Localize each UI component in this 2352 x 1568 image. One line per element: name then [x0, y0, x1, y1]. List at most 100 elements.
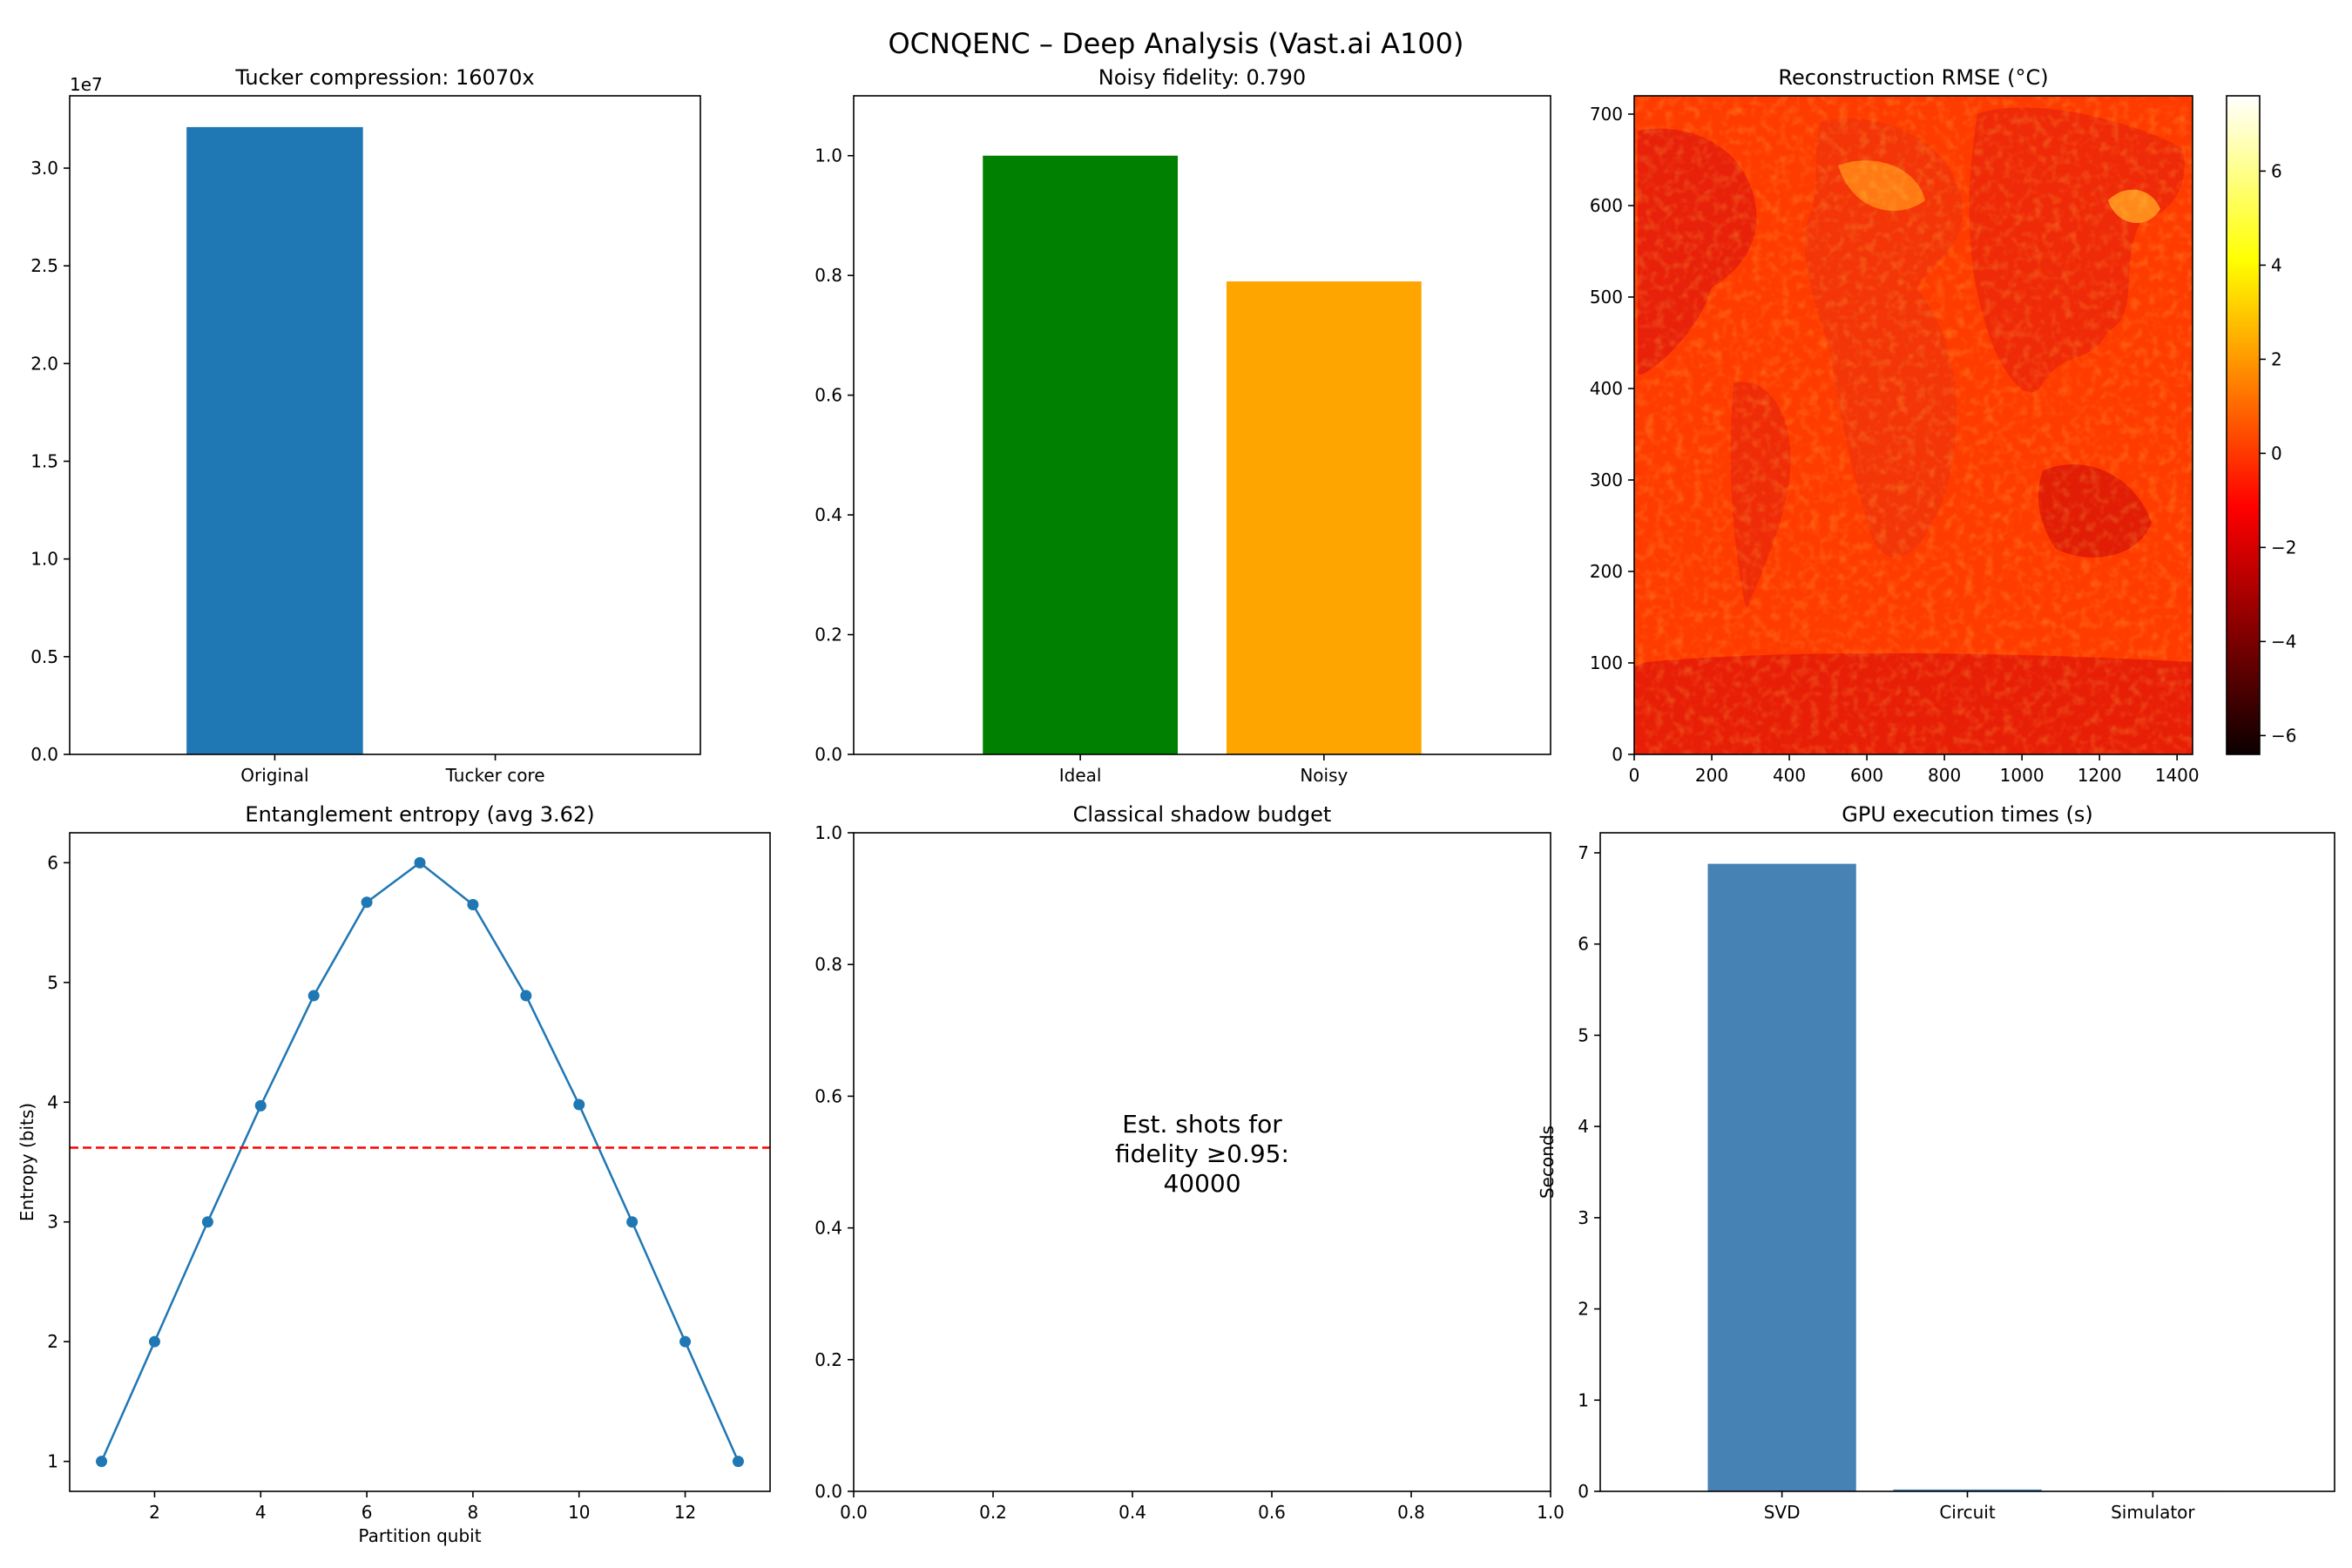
rmse-xtick-label: 1200 — [2078, 765, 2122, 786]
shadow-frame — [853, 832, 1551, 1492]
classical-shadow-budget-panel: Classical shadow budget 0.0 0.2 0.4 0.6 0.8 1.… — [814, 802, 1565, 1523]
heatmap-texture — [1634, 96, 2193, 754]
shadow-annotation-line: fidelity ≥0.95: — [1115, 1139, 1289, 1168]
entropy-point — [414, 856, 426, 868]
rmse-ytick-label: 100 — [1590, 652, 1623, 673]
rmse-ytick-label: 500 — [1590, 287, 1623, 308]
shadow-xtick-label: 0.2 — [979, 1502, 1007, 1523]
shadow-ytick-label: 0.4 — [814, 1218, 842, 1239]
shadow-xtick-label: 1.0 — [1537, 1502, 1565, 1523]
shadow-ytick-label: 1.0 — [814, 822, 842, 843]
fidelity-title: Noisy fidelity: 0.790 — [1098, 65, 1306, 90]
rmse-xtick-label: 1000 — [2000, 765, 2044, 786]
gpu-bar-circuit — [1893, 1489, 2042, 1491]
rmse-ytick-label: 0 — [1612, 744, 1623, 765]
fidelity-ytick-label: 0.4 — [814, 504, 842, 525]
gpu-ytick-label: 1 — [1578, 1389, 1589, 1410]
gpu-ytick-label: 3 — [1578, 1207, 1589, 1228]
entropy-point — [573, 1098, 585, 1111]
entropy-xtick-label: 10 — [568, 1502, 590, 1523]
entropy-xtick-label: 2 — [149, 1502, 160, 1523]
shadow-ytick-label: 0.8 — [814, 954, 842, 975]
shadow-ytick-label: 0.2 — [814, 1349, 842, 1370]
rmse-xtick-label: 600 — [1850, 765, 1883, 786]
rmse-ytick-label: 400 — [1590, 378, 1623, 399]
entropy-point — [626, 1216, 639, 1228]
gpu-bar-svd — [1707, 863, 1856, 1491]
entropy-xtick-label: 8 — [468, 1502, 479, 1523]
entanglement-entropy-chart: Entanglement entropy (avg 3.62)2 4 6 8 10 121… — [17, 802, 771, 1546]
gpu-xtick-label: Circuit — [1939, 1502, 1996, 1523]
entropy-ytick-label: 2 — [47, 1331, 58, 1352]
entropy-point — [308, 990, 320, 1002]
rmse-xtick-label: 0 — [1629, 765, 1640, 786]
tucker-ytick-label: 1.5 — [30, 451, 58, 472]
shadow-title: Classical shadow budget — [1073, 802, 1332, 827]
entropy-ytick-label: 3 — [47, 1212, 58, 1233]
entropy-ytick-label: 5 — [47, 972, 58, 993]
shadow-xtick-label: 0.4 — [1119, 1502, 1146, 1523]
entropy-ytick-label: 6 — [47, 852, 58, 873]
rmse-xtick-label: 1400 — [2155, 765, 2200, 786]
colorbar — [2226, 95, 2261, 755]
colorbar-tick-label: −4 — [2271, 631, 2296, 652]
colorbar-tick-label: 4 — [2271, 254, 2282, 275]
entropy-ytick-label: 1 — [47, 1451, 58, 1472]
entropy-point — [361, 896, 373, 909]
tucker-compression-chart: 0.0 0.5 1.0 1.5 2.0 2.5 3.0 Original Tucker core… — [30, 65, 701, 786]
rmse-xtick-label: 400 — [1773, 765, 1806, 786]
colorbar-tick-label: −6 — [2271, 725, 2296, 746]
entropy-point — [467, 898, 479, 910]
colorbar-tick-label: 6 — [2271, 160, 2282, 181]
entropy-point — [148, 1335, 160, 1348]
tucker-title: Tucker compression: 16070x — [234, 65, 534, 90]
entropy-point — [679, 1335, 692, 1348]
rmse-ytick-label: 300 — [1590, 470, 1623, 490]
entropy-point — [732, 1456, 744, 1468]
shadow-xtick-label: 0.0 — [840, 1502, 868, 1523]
tucker-ytick-label: 2.5 — [30, 255, 58, 276]
fidelity-ytick-label: 0.2 — [814, 625, 842, 645]
fidelity-xtick-label: Noisy — [1300, 765, 1348, 786]
entropy-ytick-label: 4 — [47, 1092, 58, 1112]
tucker-xtick-label: Original — [240, 765, 308, 786]
tucker-ytick-label: 0.5 — [30, 646, 58, 667]
gpu-ytick-label: 2 — [1578, 1299, 1589, 1320]
gpu-ytick-label: 6 — [1578, 934, 1589, 955]
entropy-xtick-label: 6 — [362, 1502, 373, 1523]
shadow-xtick-label: 0.6 — [1258, 1502, 1286, 1523]
shadow-annotation-line: 40000 — [1163, 1169, 1240, 1198]
tucker-ytick-label: 3.0 — [30, 158, 58, 179]
entropy-title: Entanglement entropy (avg 3.62) — [245, 802, 594, 827]
entropy-point — [254, 1099, 267, 1112]
tucker-offset-label: 1e7 — [70, 74, 103, 95]
figure-title: OCNQENC – Deep Analysis (Vast.ai A100) — [888, 27, 1463, 60]
shadow-ytick-label: 0.6 — [814, 1085, 842, 1106]
gpu-ylabel: Seconds — [1537, 1125, 1558, 1199]
shadow-xtick-label: 0.8 — [1397, 1502, 1425, 1523]
rmse-ytick-label: 700 — [1590, 104, 1623, 125]
tucker-bar-original — [186, 126, 363, 754]
entropy-frame — [69, 832, 771, 1492]
tucker-ytick-label: 1.0 — [30, 549, 58, 570]
tucker-ytick-label: 0.0 — [30, 744, 58, 765]
entropy-xtick-label: 12 — [674, 1502, 696, 1523]
rmse-xtick-label: 800 — [1928, 765, 1961, 786]
tucker-xtick-label: Tucker core — [445, 765, 545, 786]
entropy-point — [96, 1456, 108, 1468]
rmse-title: Reconstruction RMSE (°C) — [1778, 65, 2048, 90]
rmse-ytick-label: 200 — [1590, 561, 1623, 582]
gpu-execution-times-chart: 0 1 2 3 4 5 6 7 SVD Circuit Simulator GPU execution… — [1537, 802, 2335, 1523]
shadow-annotation-line: Est. shots for — [1122, 1110, 1282, 1139]
shadow-ytick-label: 0.0 — [814, 1481, 842, 1502]
gpu-ytick-label: 7 — [1578, 842, 1589, 863]
gpu-title: GPU execution times (s) — [1842, 802, 2092, 827]
fidelity-ytick-label: 0.0 — [814, 744, 842, 765]
gpu-ytick-label: 0 — [1578, 1481, 1589, 1502]
entropy-point — [201, 1216, 213, 1228]
entropy-series-line — [100, 861, 740, 1463]
fidelity-bar-noisy — [1226, 281, 1422, 754]
gpu-xtick-label: Simulator — [2111, 1502, 2195, 1523]
tucker-frame — [69, 95, 701, 755]
